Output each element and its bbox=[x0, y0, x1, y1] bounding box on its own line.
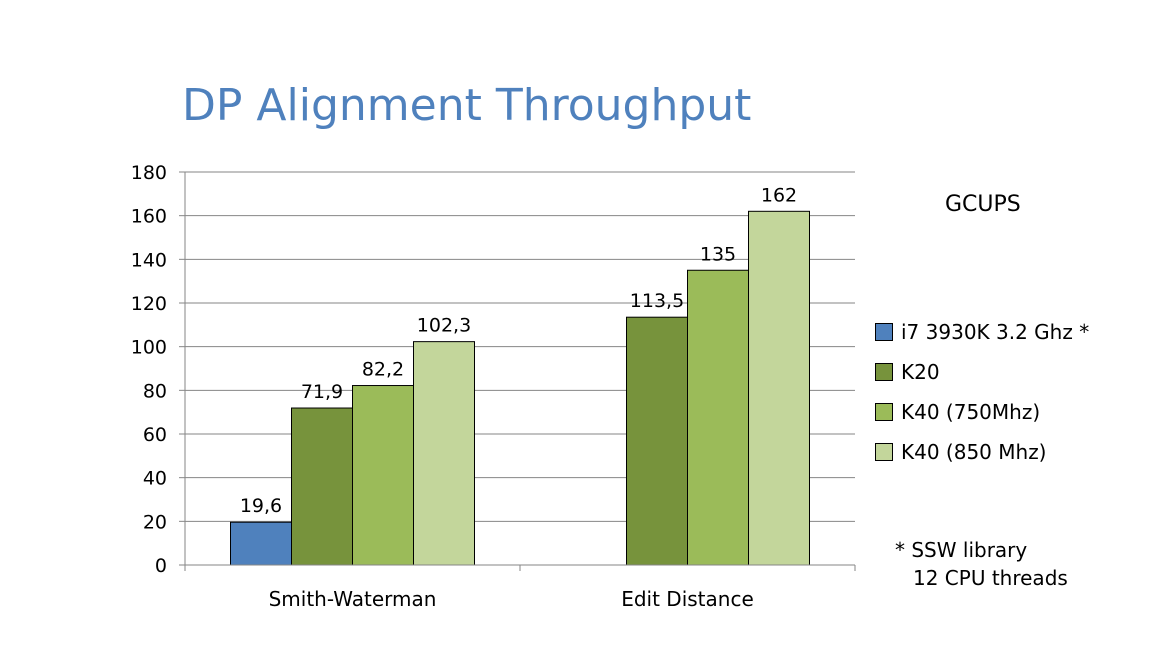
legend-label: i7 3930K 3.2 Ghz * bbox=[901, 320, 1090, 344]
footnote-line-2: 12 CPU threads bbox=[913, 566, 1068, 590]
y-tick-label: 160 bbox=[131, 206, 167, 228]
legend: i7 3930K 3.2 Ghz * K20 K40 (750Mhz) K40 (85… bbox=[875, 312, 1089, 472]
y-tick-label: 40 bbox=[143, 468, 167, 490]
y-axis-ticks: 0 20 40 60 80 100 120 140 160 180 bbox=[131, 162, 185, 577]
y-tick-label: 0 bbox=[155, 555, 167, 577]
bar-data-label: 113,5 bbox=[630, 290, 684, 312]
x-category-label: Smith-Waterman bbox=[269, 587, 437, 611]
legend-swatch bbox=[875, 363, 893, 381]
y-tick-label: 120 bbox=[131, 293, 167, 315]
bar bbox=[230, 521, 292, 566]
legend-item: i7 3930K 3.2 Ghz * bbox=[875, 312, 1089, 352]
bar-data-labels: 19,6 71,9 82,2 102,3 113,5 135 162 bbox=[240, 184, 797, 517]
x-category-label: Edit Distance bbox=[621, 587, 754, 611]
bar bbox=[352, 385, 414, 566]
bar-data-label: 162 bbox=[761, 184, 797, 206]
bar bbox=[626, 316, 688, 566]
bar bbox=[687, 269, 749, 566]
bar-data-label: 19,6 bbox=[240, 495, 282, 517]
footnote-line-1: * SSW library bbox=[895, 538, 1028, 562]
y-tick-label: 60 bbox=[143, 424, 167, 446]
bars bbox=[230, 210, 810, 566]
y-tick-label: 100 bbox=[131, 337, 167, 359]
y-tick-label: 80 bbox=[143, 380, 167, 402]
bar bbox=[748, 210, 810, 566]
legend-swatch bbox=[875, 403, 893, 421]
bar bbox=[291, 407, 353, 566]
x-axis-categories: Smith-Waterman Edit Distance bbox=[184, 565, 856, 611]
bar-data-label: 82,2 bbox=[362, 359, 404, 381]
legend-label: K40 (850 Mhz) bbox=[901, 440, 1047, 464]
legend-item: K40 (750Mhz) bbox=[875, 392, 1089, 432]
bar-data-label: 135 bbox=[700, 243, 736, 265]
legend-item: K20 bbox=[875, 352, 1089, 392]
legend-swatch bbox=[875, 443, 893, 461]
y-tick-label: 20 bbox=[143, 511, 167, 533]
bar-data-label: 71,9 bbox=[301, 381, 343, 403]
slide-title: DP Alignment Throughput bbox=[182, 80, 752, 131]
legend-label: K40 (750Mhz) bbox=[901, 400, 1041, 424]
bar bbox=[413, 341, 475, 566]
y-tick-label: 140 bbox=[131, 249, 167, 271]
legend-label: K20 bbox=[901, 360, 940, 384]
bar-data-label: 102,3 bbox=[417, 315, 471, 337]
legend-item: K40 (850 Mhz) bbox=[875, 432, 1089, 472]
legend-swatch bbox=[875, 323, 893, 341]
footnote: * SSW library 12 CPU threads bbox=[895, 536, 1068, 592]
unit-label: GCUPS bbox=[945, 192, 1021, 217]
y-tick-label: 180 bbox=[131, 162, 167, 184]
